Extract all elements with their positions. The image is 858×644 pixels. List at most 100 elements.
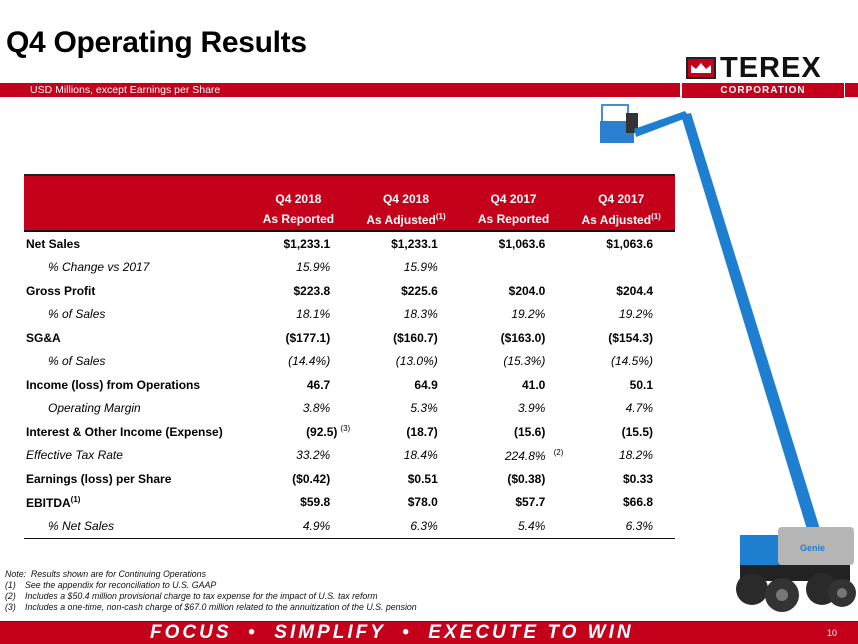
row-label: % of Sales: [48, 307, 106, 322]
cell: $78.0: [407, 495, 438, 510]
cell: 19.2%: [511, 307, 546, 322]
cell: 33.2%: [296, 448, 331, 463]
cell: ($160.7): [393, 330, 438, 345]
footnote-ref: (2): [553, 447, 564, 457]
subtitle-bar-end: [845, 83, 858, 97]
cell: 15.9%: [296, 260, 331, 275]
header-blank: [24, 175, 245, 208]
footer-bar: FOCUS • SIMPLIFY • EXECUTE TO WIN 10: [0, 621, 858, 644]
cell: $59.8: [300, 495, 331, 510]
cell: 18.2%: [618, 448, 653, 463]
cell: 224.8% (2): [504, 447, 564, 463]
col-subheader: As Reported: [459, 208, 568, 231]
cell: 5.3%: [410, 401, 438, 416]
cell: (14.5%): [610, 354, 653, 369]
cell: 50.1: [629, 377, 653, 392]
cell: $57.7: [515, 495, 546, 510]
cell: (14.4%): [288, 354, 331, 369]
page-title: Q4 Operating Results: [6, 26, 307, 59]
table-row-ebitda-pct: % Net Sales 4.9% 6.3% 5.4% 6.3%: [24, 514, 675, 539]
cell: 6.3%: [567, 514, 675, 539]
cell: 64.9: [414, 377, 438, 392]
logo-wordmark: TEREX: [720, 51, 822, 84]
cell: (15.3%): [503, 354, 546, 369]
footer-slogan: FOCUS • SIMPLIFY • EXECUTE TO WIN: [150, 622, 634, 643]
table-row-sga: SG&A ($177.1) ($160.7) ($163.0) ($154.3): [24, 326, 675, 350]
row-label: Net Sales: [26, 236, 81, 251]
cell: $66.8: [622, 495, 653, 510]
cell: ($154.3): [608, 330, 653, 345]
row-label: Income (loss) from Operations: [26, 377, 201, 392]
genie-boom-lift-image: Genie S-65 XC Genie: [600, 104, 856, 612]
chassis-label: Genie: [800, 543, 825, 553]
cell: $1,233.1: [391, 236, 438, 251]
cell: [460, 256, 568, 280]
table-row-gp-pct: % of Sales 18.1% 18.3% 19.2% 19.2%: [24, 303, 675, 327]
table-row-net-sales: Net Sales $1,233.1 $1,233.1 $1,063.6 $1,…: [24, 231, 675, 256]
header-row-1: Q4 2018 Q4 2018 Q4 2017 Q4 2017: [24, 175, 675, 208]
footnote: (1) See the appendix for reconciliation t…: [5, 580, 217, 590]
cell: 5.4%: [459, 514, 568, 539]
table-row-pct-change: % Change vs 2017 15.9% 15.9%: [24, 256, 675, 280]
cell: (13.0%): [395, 354, 438, 369]
col-header: Q4 2018: [352, 175, 460, 208]
cell: $1,063.6: [606, 236, 653, 251]
cell: 15.9%: [403, 260, 438, 275]
row-label: % of Sales: [48, 354, 106, 369]
crown-icon: [686, 57, 716, 79]
cell: 41.0: [522, 377, 546, 392]
cell: $204.4: [616, 283, 653, 298]
row-label: Effective Tax Rate: [26, 448, 123, 463]
table-row-tax-rate: Effective Tax Rate 33.2% 18.4% 224.8% (2)…: [24, 444, 675, 468]
col-subheader: As Adjusted(1): [352, 208, 460, 231]
table-row-sga-pct: % of Sales (14.4%) (13.0%) (15.3%) (14.5…: [24, 350, 675, 374]
operating-results-table: Q4 2018 Q4 2018 Q4 2017 Q4 2017 As Repor…: [24, 174, 675, 539]
table-row-op-margin: Operating Margin 3.8% 5.3% 3.9% 4.7%: [24, 397, 675, 421]
subtitle-bar: USD Millions, except Earnings per Share: [0, 83, 680, 97]
cell: (92.5) (3): [306, 424, 351, 440]
col-header: Q4 2018: [244, 175, 353, 208]
cell: (15.5): [621, 424, 653, 439]
footnote-ref: (3): [340, 424, 351, 434]
row-label: Earnings (loss) per Share: [26, 471, 172, 486]
header-row-2: As Reported As Adjusted(1) As Reported A…: [24, 208, 675, 231]
cell: $204.0: [508, 283, 546, 298]
cell: 3.9%: [518, 401, 546, 416]
cell: 18.3%: [403, 307, 438, 322]
cell: ($177.1): [285, 330, 331, 345]
row-label: EBITDA(1): [26, 494, 81, 510]
row-label: % Change vs 2017: [48, 260, 150, 275]
footnotes: Note: Results shown are for Continuing O…: [5, 569, 417, 613]
row-label: Gross Profit: [26, 283, 96, 298]
cell: $0.33: [622, 471, 653, 486]
terex-logo: TEREX CORPORATION: [682, 51, 844, 98]
row-label: % Net Sales: [24, 514, 245, 539]
row-label: SG&A: [26, 330, 61, 345]
cell: $223.8: [293, 283, 331, 298]
table-row-eps: Earnings (loss) per Share ($0.42) $0.51 …: [24, 467, 675, 491]
col-subheader: As Reported: [244, 208, 353, 231]
cell: ($0.38): [507, 471, 546, 486]
table-row-interest: Interest & Other Income (Expense) (92.5)…: [24, 420, 675, 444]
table-row-gross-profit: Gross Profit $223.8 $225.6 $204.0 $204.4: [24, 279, 675, 303]
cell: ($0.42): [292, 471, 331, 486]
cell: 46.7: [306, 377, 331, 392]
subtitle: USD Millions, except Earnings per Share: [30, 84, 221, 96]
logo-tagline: CORPORATION: [682, 83, 844, 98]
row-label: Interest & Other Income (Expense): [26, 424, 223, 439]
cell: 4.9%: [244, 514, 353, 539]
cell: (15.6): [514, 424, 546, 439]
cell: ($163.0): [500, 330, 546, 345]
cell: $1,063.6: [498, 236, 546, 251]
table-row-income-ops: Income (loss) from Operations 46.7 64.9 …: [24, 373, 675, 397]
header-blank: [24, 208, 245, 231]
footnote: Note: Results shown are for Continuing O…: [5, 569, 206, 579]
cell: $0.51: [407, 471, 438, 486]
table-row-ebitda: EBITDA(1) $59.8 $78.0 $57.7 $66.8: [24, 491, 675, 515]
cell: $225.6: [401, 283, 438, 298]
footnote: (2) Includes a $50.4 million provisional …: [5, 591, 378, 601]
cell: 18.4%: [403, 448, 438, 463]
cell: 3.8%: [302, 401, 331, 416]
cell: $1,233.1: [283, 236, 331, 251]
col-header: Q4 2017: [567, 175, 675, 208]
